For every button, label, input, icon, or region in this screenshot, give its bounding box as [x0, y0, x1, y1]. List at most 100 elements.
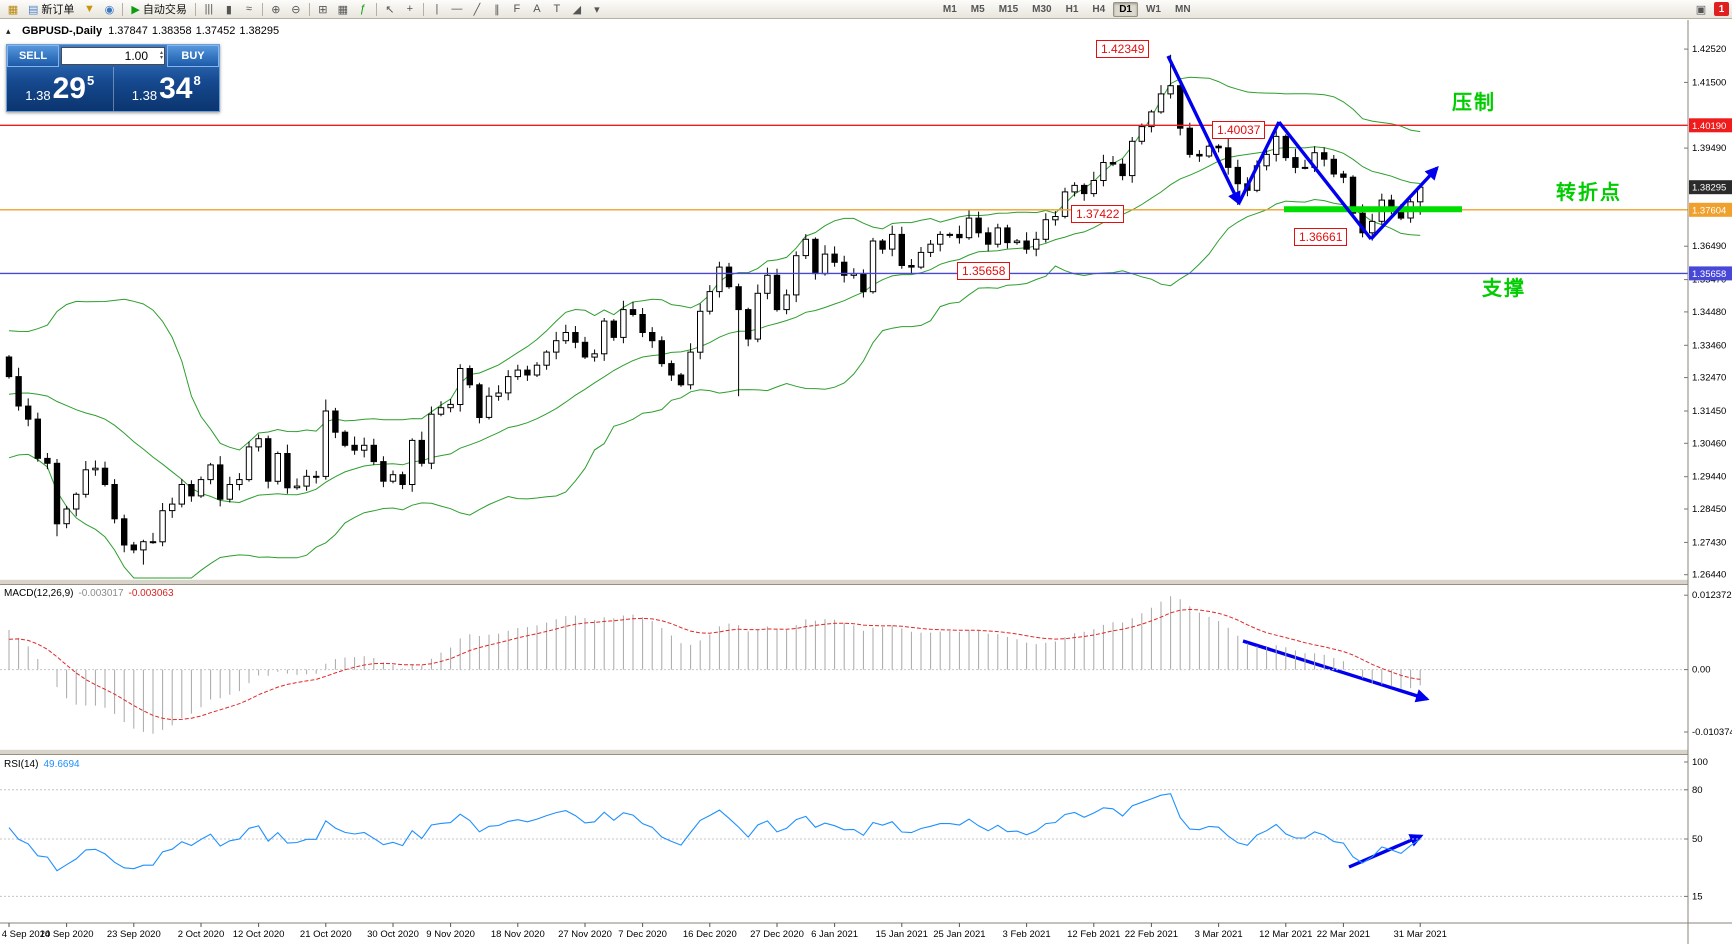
pivot-label[interactable]: 转折点: [1556, 182, 1622, 204]
svg-text:0.00: 0.00: [1692, 665, 1711, 676]
new-order-button[interactable]: ▤ 新订单: [23, 1, 79, 18]
fibonacci-icon[interactable]: F: [507, 1, 527, 18]
svg-text:80: 80: [1692, 785, 1703, 796]
svg-text:9 Nov 2020: 9 Nov 2020: [426, 929, 475, 940]
svg-text:25 Jan 2021: 25 Jan 2021: [933, 929, 985, 940]
tile-windows-icon[interactable]: ⊞: [313, 1, 333, 18]
resistance-label[interactable]: 压制: [1452, 92, 1496, 114]
price-annotation[interactable]: 1.42349: [1096, 40, 1150, 58]
timeframe-button-h1[interactable]: H1: [1065, 3, 1079, 15]
trend-arrow[interactable]: [1242, 639, 1430, 703]
label-icon[interactable]: T: [547, 1, 567, 18]
price-annotation[interactable]: 1.40037: [1212, 121, 1266, 139]
fullscreen-icon[interactable]: ▣: [1695, 3, 1707, 16]
trend-arrow[interactable]: [1166, 55, 1241, 206]
timeframe-button-m5[interactable]: M5: [970, 3, 985, 15]
candlestick-icon[interactable]: ▮: [219, 1, 239, 18]
svg-text:27 Dec 2020: 27 Dec 2020: [750, 929, 804, 940]
zoom-out-icon[interactable]: ⊖: [286, 1, 306, 18]
pane-separator[interactable]: [0, 749, 1732, 755]
trend-arrow[interactable]: [1237, 121, 1281, 204]
volume-down-icon[interactable]: ▾: [159, 55, 163, 61]
bars-icon[interactable]: |||: [199, 1, 219, 18]
shapes-dropdown-icon[interactable]: ▾: [587, 1, 607, 18]
text-icon[interactable]: A: [527, 1, 547, 18]
bid-price[interactable]: 1.38 29 5: [7, 67, 113, 111]
svg-text:22 Mar 2021: 22 Mar 2021: [1317, 929, 1370, 940]
line-chart-icon[interactable]: ≈: [239, 1, 259, 18]
timeframe-button-m15[interactable]: M15: [998, 3, 1019, 15]
auto-arrange-icon: ▦: [337, 3, 349, 16]
current-price-badge: 1.38295: [1689, 180, 1732, 195]
timeframe-button-h4[interactable]: H4: [1092, 3, 1106, 15]
ask-price[interactable]: 1.38 34 8: [112, 67, 220, 111]
support-label[interactable]: 支撑: [1482, 278, 1526, 300]
candlestick-icon: ▮: [225, 3, 232, 16]
svg-text:1.34480: 1.34480: [1692, 307, 1726, 318]
zoom-in-icon: ⊕: [271, 3, 281, 16]
trend-arrow[interactable]: [1369, 166, 1439, 241]
svg-text:27 Nov 2020: 27 Nov 2020: [558, 929, 612, 940]
volume-up-icon[interactable]: ▴: [159, 50, 163, 56]
fibonacci-icon: F: [513, 3, 521, 15]
price-annotation[interactable]: 1.36661: [1294, 228, 1348, 246]
svg-text:31 Mar 2021: 31 Mar 2021: [1394, 929, 1447, 940]
timeframe-button-mn[interactable]: MN: [1174, 3, 1191, 15]
sell-button[interactable]: SELL: [7, 45, 59, 67]
price-annotation[interactable]: 1.37422: [1071, 205, 1125, 223]
crosshair-icon: +: [406, 3, 414, 15]
text-icon: A: [533, 3, 541, 15]
shapes-dropdown-icon: ▾: [594, 3, 600, 16]
zoom-in-icon[interactable]: ⊕: [266, 1, 286, 18]
auto-trading-button-label: 自动交易: [142, 4, 187, 16]
trend-arrow[interactable]: [1277, 120, 1373, 241]
indicators-icon[interactable]: ƒ: [353, 1, 373, 18]
timeframe-button-d1[interactable]: D1: [1113, 1, 1138, 17]
volume-input[interactable]: 1.00 ▴ ▾: [61, 47, 165, 65]
volume-spinner[interactable]: ▴ ▾: [160, 48, 163, 64]
price-annotation[interactable]: 1.35658: [957, 262, 1011, 280]
auto-trading-button[interactable]: ▶ 自动交易: [126, 1, 191, 18]
svg-text:0.012372: 0.012372: [1692, 590, 1732, 601]
crosshair-icon[interactable]: +: [400, 1, 420, 18]
svg-text:-0.010374: -0.010374: [1692, 727, 1732, 738]
notification-badge[interactable]: 1: [1714, 2, 1729, 16]
pane-separator[interactable]: [0, 579, 1732, 585]
auto-arrange-icon[interactable]: ▦: [333, 1, 353, 18]
svg-text:1.30460: 1.30460: [1692, 438, 1726, 449]
bid-whole: 1.38: [25, 88, 51, 103]
macd-main-value: -0.003017: [78, 588, 124, 599]
profiles-icon[interactable]: ◉: [99, 1, 119, 18]
svg-text:1.40190: 1.40190: [1692, 121, 1726, 132]
charts-dropdown-icon[interactable]: ▼: [79, 1, 99, 18]
ohlc-low: 1.37452: [195, 25, 236, 37]
bollinger-upper-band: [8, 76, 1421, 451]
one-click-panel-toggle[interactable]: ▴: [6, 26, 11, 36]
timeframe-button-w1[interactable]: W1: [1145, 3, 1161, 15]
market-watch-icon: ▦: [7, 3, 19, 16]
timeframe-button-m30[interactable]: M30: [1032, 3, 1052, 15]
buy-button[interactable]: BUY: [167, 45, 219, 67]
ohlc-close: 1.38295: [239, 25, 280, 37]
horizontal-line-icon[interactable]: —: [447, 1, 467, 18]
market-watch-icon[interactable]: ▦: [3, 1, 23, 18]
channel-icon[interactable]: ∥: [487, 1, 507, 18]
ask-pips: 34: [159, 72, 193, 105]
cursor-icon[interactable]: ↖: [380, 1, 400, 18]
line-chart-icon: ≈: [245, 3, 252, 15]
volume-value: 1.00: [124, 49, 148, 63]
shapes-icon[interactable]: ◢: [567, 1, 587, 18]
timeframe-button-m1[interactable]: M1: [942, 3, 957, 15]
macd-signal-value: -0.003063: [128, 588, 174, 599]
indicators-icon: ƒ: [359, 3, 366, 15]
svg-text:1.37604: 1.37604: [1692, 205, 1726, 216]
toolbar-separator: [375, 2, 377, 16]
vertical-line-icon[interactable]: |: [427, 1, 447, 18]
support-line-badge: 1.35658: [1689, 266, 1732, 281]
trendline-icon[interactable]: ╱: [467, 1, 487, 18]
profiles-icon: ◉: [104, 3, 115, 16]
toolbar-separator: [308, 2, 310, 16]
ask-point: 8: [193, 73, 201, 88]
svg-text:3 Mar 2021: 3 Mar 2021: [1195, 929, 1243, 940]
